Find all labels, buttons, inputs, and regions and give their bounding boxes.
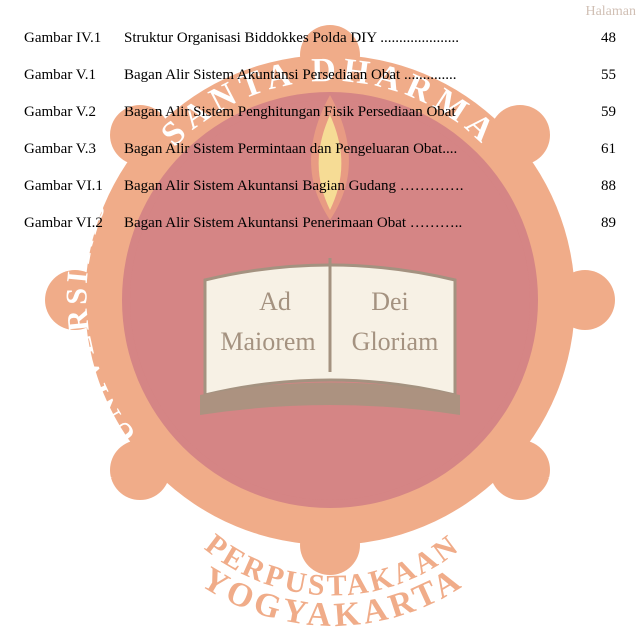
- toc-label: Gambar V.2: [24, 104, 124, 121]
- toc-row: Gambar VI.1 Bagan Alir Sistem Akuntansi …: [24, 178, 616, 195]
- toc-title: Bagan Alir Sistem Permintaan dan Pengelu…: [124, 141, 576, 158]
- toc-row: Gambar VI.2 Bagan Alir Sistem Akuntansi …: [24, 215, 616, 232]
- svg-text:✦: ✦: [547, 468, 564, 490]
- svg-text:PERPUSTAKAAN: PERPUSTAKAAN: [199, 528, 466, 603]
- toc-title: Bagan Alir Sistem Akuntansi Bagian Gudan…: [124, 178, 576, 195]
- toc-label: Gambar IV.1: [24, 30, 124, 47]
- ring-text-bottom1: PERPUSTAKAAN: [199, 528, 466, 603]
- toc-label: Gambar V.1: [24, 67, 124, 84]
- toc-title: Bagan Alir Sistem Akuntansi Persediaan O…: [124, 67, 576, 84]
- book-text-gloriam: Gloriam: [352, 327, 439, 356]
- toc-label: Gambar VI.1: [24, 178, 124, 195]
- toc-row: Gambar V.1 Bagan Alir Sistem Akuntansi P…: [24, 67, 616, 84]
- toc-label: Gambar V.3: [24, 141, 124, 158]
- toc-row: Gambar V.3 Bagan Alir Sistem Permintaan …: [24, 141, 616, 158]
- book-text-ad: Ad: [259, 287, 291, 316]
- svg-text:YOGYAKARTA: YOGYAKARTA: [195, 560, 470, 634]
- book-text-maiorem: Maiorem: [220, 327, 315, 356]
- ring-text-bottom2: YOGYAKARTA: [195, 560, 470, 634]
- book-text-dei: Dei: [371, 287, 409, 316]
- toc-page: 48: [576, 30, 616, 47]
- toc-page: 89: [576, 215, 616, 232]
- toc-title: Bagan Alir Sistem Penghitungan Fisik Per…: [124, 104, 576, 121]
- toc-row: Gambar V.2 Bagan Alir Sistem Penghitunga…: [24, 104, 616, 121]
- toc-title: Bagan Alir Sistem Akuntansi Penerimaan O…: [124, 215, 576, 232]
- toc-row: Gambar IV.1 Struktur Organisasi Biddokke…: [24, 30, 616, 47]
- svg-text:✦: ✦: [97, 468, 114, 490]
- toc-page: 61: [576, 141, 616, 158]
- toc-label: Gambar VI.2: [24, 215, 124, 232]
- toc-content: Halaman Gambar IV.1 Struktur Organisasi …: [0, 0, 636, 232]
- toc-page: 59: [576, 104, 616, 121]
- column-header-page: Halaman: [585, 4, 636, 20]
- toc-page: 55: [576, 67, 616, 84]
- toc-page: 88: [576, 178, 616, 195]
- toc-title: Struktur Organisasi Biddokkes Polda DIY …: [124, 30, 576, 47]
